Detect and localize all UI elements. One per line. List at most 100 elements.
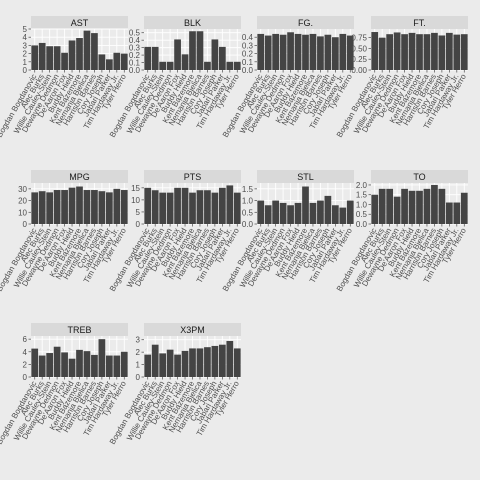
bar [324,195,332,224]
bar [46,46,54,70]
bar [339,33,347,70]
bar [159,61,167,70]
bar [453,202,461,224]
bar [151,46,159,70]
bar [144,354,152,377]
facet-strip [144,16,241,29]
y-tick-label: 0.3 [242,41,254,50]
bar [166,61,174,70]
y-tick-label: 3 [23,41,28,50]
bar [401,188,408,224]
bar [46,353,54,377]
facet-strip-label: X3PM [180,325,205,335]
bar [233,192,241,224]
bar [38,355,46,377]
y-tick-label: 0.50 [351,44,367,53]
bar [445,32,453,70]
bar [438,35,446,70]
bar [76,186,83,224]
y-tick-label: 0.3 [129,44,141,53]
bar [416,34,423,70]
bar [309,202,317,224]
y-tick-label: 30 [18,185,27,194]
bar [166,349,174,377]
bar [218,46,226,70]
bar [76,349,83,377]
bar [460,34,468,70]
bar [324,34,332,70]
y-tick-label: 0.5 [129,29,141,38]
bar [61,52,68,70]
bar [98,54,106,70]
bar [272,33,280,70]
bar [302,34,309,70]
bar [83,190,91,224]
y-tick-label: 0 [23,220,28,229]
y-tick-label: 2 [23,50,28,59]
facet-strip [144,323,241,336]
bar [120,53,128,70]
y-tick-label: 1.5 [356,191,368,200]
bar [31,348,39,377]
bar [331,205,339,224]
bar [53,190,61,224]
bar [196,348,204,377]
bar [53,46,61,70]
y-tick-label: 1.0 [356,200,368,209]
facet-strip-label: FG. [298,18,313,28]
bar [287,205,294,224]
facet-strip [31,16,128,29]
bar [61,352,68,377]
bar [174,187,181,224]
y-tick-label: 0 [23,66,28,75]
y-tick-label: 0.25 [351,55,367,64]
y-tick-label: 0.2 [129,51,141,60]
facet-strip-label: TREB [67,325,91,335]
y-tick-label: 2 [23,360,28,369]
bar [76,38,83,70]
facet-strip [144,170,241,183]
bar [393,196,401,224]
bar [181,54,189,70]
bar [346,35,354,70]
bar [393,32,401,70]
facet-strip-label: TO [413,172,425,182]
bar [317,36,324,70]
bar [151,344,159,377]
y-tick-label: 0.1 [242,58,254,67]
y-tick-label: 0.5 [242,208,254,217]
bar [211,192,219,224]
y-tick-label: 0.75 [351,34,367,43]
facet-strip-label: AST [71,18,89,28]
bar [371,194,379,224]
bar [105,192,113,224]
facet-strip-label: MPG [69,172,90,182]
bar [144,187,152,224]
bar [113,355,121,377]
bar [460,192,468,224]
bar [196,31,204,70]
y-tick-label: 0.1 [129,59,141,68]
bar [38,42,46,70]
bar [378,188,386,224]
y-tick-label: 15 [131,184,140,193]
bar [181,350,189,377]
bar [408,32,416,70]
y-tick-label: 0.5 [356,210,368,219]
bar [113,52,121,70]
bar [120,351,128,377]
bar [61,190,68,224]
bar [166,192,174,224]
bar [68,187,76,224]
facet-strip-label: PTS [184,172,202,182]
y-tick-label: 0.4 [242,33,254,42]
y-tick-label: 0.0 [242,220,254,229]
bar [83,351,91,377]
bar [378,37,386,70]
bar [233,61,241,70]
bar [218,344,226,377]
